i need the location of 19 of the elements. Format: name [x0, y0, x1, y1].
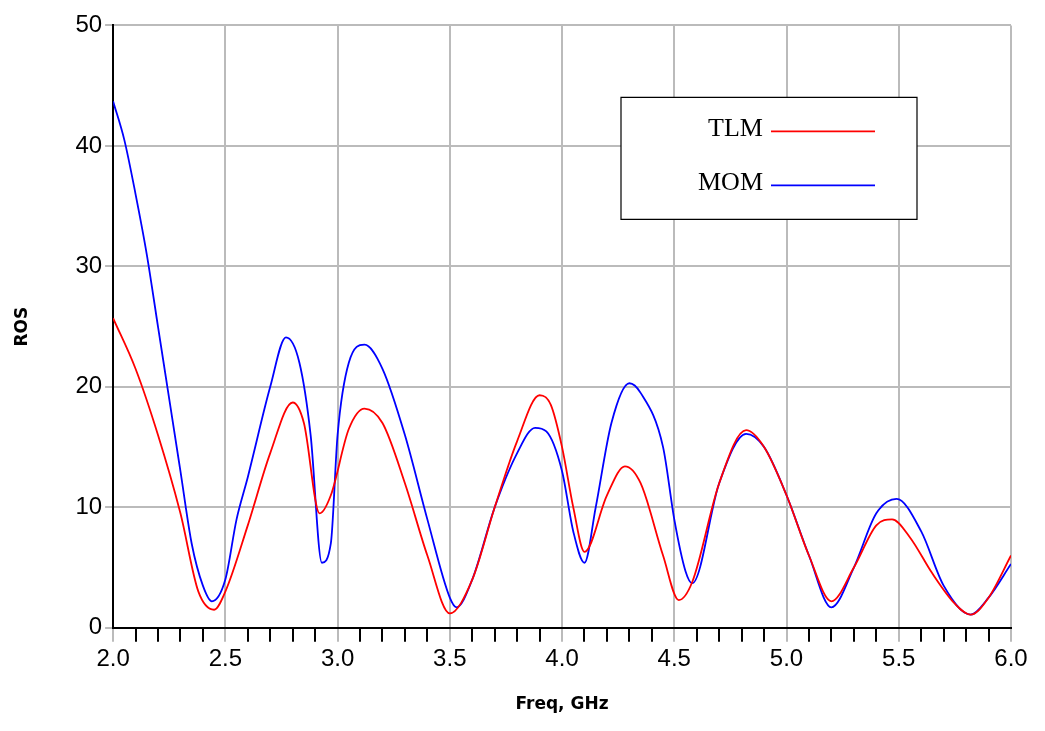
y-tick-label: 10	[75, 491, 103, 519]
y-tick-label: 50	[75, 10, 103, 38]
x-tick-label: 2.5	[208, 643, 243, 671]
x-tick-label: 2.0	[96, 643, 130, 671]
x-tick-label: 4.0	[545, 643, 579, 671]
y-tick-label: 0	[88, 612, 103, 640]
x-tick-label: 3.0	[320, 643, 355, 671]
x-axis-title: Freq, GHz	[515, 693, 609, 714]
x-tick-label: 6.0	[994, 643, 1028, 671]
legend-label: MOM	[697, 167, 763, 197]
y-tick-label: 20	[75, 371, 103, 399]
x-tick-label: 3.5	[433, 643, 467, 671]
x-tick-label: 5.5	[882, 643, 916, 671]
x-tick-label: 4.5	[657, 643, 691, 671]
x-tick-label: 5.0	[769, 643, 804, 671]
y-tick-label: 30	[75, 250, 103, 278]
y-tick-label: 40	[75, 130, 103, 158]
y-axis-title: ROS	[10, 306, 31, 347]
legend-label: TLM	[708, 113, 763, 143]
